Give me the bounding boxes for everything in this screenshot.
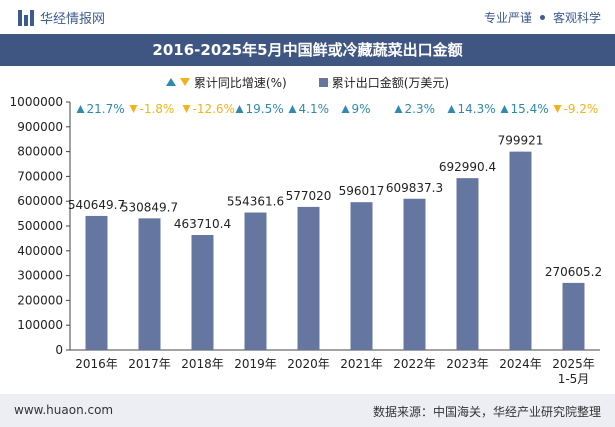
footer-site-link[interactable]: www.huaon.com	[14, 403, 114, 417]
x-tick-label: 2016年	[75, 357, 118, 371]
bar	[297, 206, 320, 350]
bar	[403, 198, 426, 350]
bar-value-label: 540649.7	[68, 198, 125, 212]
x-tick-label: 2019年	[234, 357, 277, 371]
growth-up-triangle-icon	[500, 105, 509, 113]
brand-name: 华经情报网	[40, 12, 106, 27]
growth-down-triangle-icon	[182, 105, 191, 113]
y-tick-label: 900000	[17, 120, 63, 134]
growth-label: -1.8%	[140, 102, 175, 116]
legend-growth: 累计同比增速(%)	[165, 74, 287, 91]
growth-label: 14.3%	[458, 102, 496, 116]
bar-value-label: 530849.7	[121, 200, 178, 214]
x-tick-label: 2025年	[552, 357, 595, 371]
top-link-objective: 客观科学	[552, 11, 601, 25]
legend-amount-label: 累计出口金额(万美元)	[331, 75, 450, 90]
y-tick-label: 400000	[17, 244, 63, 258]
y-tick-label: 800000	[17, 145, 63, 159]
bar-chart: 0 100000 200000 300000 400000 500000 600000 700…	[10, 95, 603, 386]
y-tick-label: 500000	[17, 219, 63, 233]
bar-value-label: 692990.4	[439, 160, 496, 174]
growth-label: 15.4%	[511, 102, 549, 116]
y-tick-label: 700000	[17, 169, 63, 183]
bar-value-label: 554361.6	[227, 195, 284, 209]
x-tick-label: 2020年	[287, 357, 330, 371]
x-tick-label: 2021年	[340, 357, 383, 371]
bar-value-label: 609837.3	[386, 181, 443, 195]
growth-label: 2.3%	[405, 102, 436, 116]
growth-label: 9%	[352, 102, 371, 116]
growth-label: -12.6%	[193, 102, 235, 116]
y-tick-label: 0	[55, 343, 63, 357]
growth-down-triangle-icon	[129, 105, 138, 113]
top-links: 专业严谨 客观科学	[484, 9, 601, 26]
growth-up-triangle-icon	[341, 105, 350, 113]
bar	[350, 202, 373, 350]
bar	[244, 212, 267, 350]
bar	[562, 282, 585, 350]
x-tick-label: 1-5月	[558, 372, 590, 386]
dot-separator-icon	[539, 15, 545, 20]
legend-bar-swatch	[318, 77, 328, 87]
growth-label: -9.2%	[564, 102, 599, 116]
growth-up-triangle-icon	[394, 105, 403, 113]
legend-amount: 累计出口金额(万美元)	[318, 74, 450, 91]
bar	[85, 215, 108, 350]
brand-logo-icon	[18, 9, 34, 26]
x-tick-label: 2024年	[499, 357, 542, 371]
bar	[191, 234, 214, 350]
y-tick-label: 300000	[17, 269, 63, 283]
growth-label: 4.1%	[299, 102, 330, 116]
bar	[456, 178, 479, 350]
growth-label: 21.7%	[87, 102, 125, 116]
top-bar: 华经情报网 专业严谨 客观科学	[0, 0, 615, 34]
growth-up-triangle-icon	[447, 105, 456, 113]
bar-value-label: 596017	[339, 184, 385, 198]
x-tick-label: 2022年	[393, 357, 436, 371]
bar	[509, 151, 532, 350]
y-tick-label: 600000	[17, 194, 63, 208]
triangle-up-icon	[165, 78, 176, 86]
growth-up-triangle-icon	[235, 105, 244, 113]
y-tick-label: 100000	[17, 318, 63, 332]
chart-title: 2016-2025年5月中国鲜或冷藏蔬菜出口金额	[0, 34, 615, 66]
growth-up-triangle-icon	[76, 105, 85, 113]
bar-value-label: 270605.2	[545, 265, 602, 279]
growth-down-triangle-icon	[553, 105, 562, 113]
footer-source: 数据来源：中国海关，华经产业研究院整理	[372, 405, 601, 419]
y-tick-label: 200000	[17, 293, 63, 307]
x-tick-label: 2018年	[181, 357, 224, 371]
legend-growth-label: 累计同比增速(%)	[193, 75, 287, 90]
growth-label: 19.5%	[246, 102, 284, 116]
bar-value-label: 799921	[498, 134, 544, 148]
x-tick-label: 2017年	[128, 357, 171, 371]
footer: www.huaon.com 数据来源：中国海关，华经产业研究院整理	[0, 394, 615, 427]
chart-legend: 累计同比增速(%) 累计出口金额(万美元)	[0, 72, 615, 92]
brand[interactable]: 华经情报网	[18, 8, 105, 27]
top-link-professional: 专业严谨	[483, 11, 532, 25]
bar-value-label: 463710.4	[174, 217, 231, 231]
y-tick-label: 1000000	[10, 95, 63, 109]
bar-value-label: 577020	[286, 189, 332, 203]
bar	[138, 218, 161, 350]
growth-up-triangle-icon	[288, 105, 297, 113]
x-tick-label: 2023年	[446, 357, 489, 371]
triangle-down-icon	[179, 78, 190, 86]
